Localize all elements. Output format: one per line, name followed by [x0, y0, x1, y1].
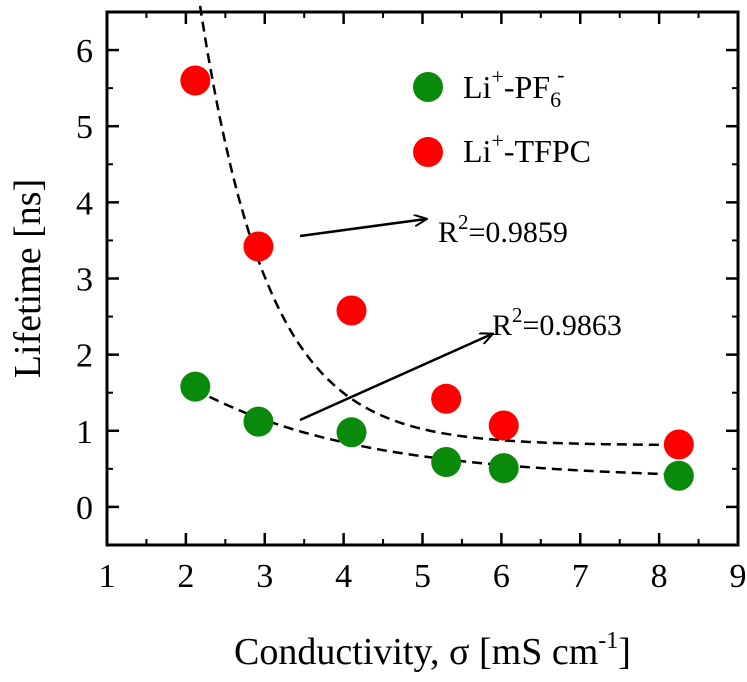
y-axis-title: Lifetime [ns] — [7, 179, 49, 378]
x-axis-title: Conductivity, σ [mS cm-1] — [234, 628, 631, 673]
data-point — [488, 453, 519, 484]
legend-subscript: 6 — [550, 87, 561, 112]
r-squared-value: =0.9859 — [469, 216, 568, 249]
x-axis-title-superscript: -1 — [598, 628, 618, 654]
x-tick-label: 1 — [99, 558, 116, 595]
annotation-arrow — [299, 219, 426, 238]
r-squared-value: =0.9863 — [523, 309, 622, 342]
legend: Li+-PF6-Li+-TFPC — [413, 62, 591, 169]
data-point — [243, 231, 274, 262]
r-squared-superscript: 2 — [458, 210, 469, 234]
r-squared-label: R2=0.9859 — [438, 210, 568, 249]
legend-text: -PF — [504, 69, 550, 105]
x-tick-label: 5 — [414, 558, 431, 595]
legend-superscript: + — [491, 64, 503, 89]
legend-text: Li — [463, 133, 492, 169]
data-point — [431, 383, 462, 414]
legend-label: Li+-TFPC — [463, 128, 591, 169]
x-tick-label: 9 — [730, 558, 747, 595]
x-axis-title-text: Conductivity, σ [mS cm — [234, 631, 598, 673]
x-tick-label: 4 — [335, 558, 352, 595]
legend-text: -TFPC — [504, 133, 591, 169]
y-tick-label: 5 — [76, 109, 93, 146]
legend-label: Li+-PF6- — [463, 62, 564, 112]
data-point — [243, 406, 274, 437]
data-point — [663, 460, 694, 491]
data-point — [180, 371, 211, 402]
y-tick-label: 6 — [76, 33, 93, 70]
y-tick-label: 4 — [76, 185, 93, 222]
legend-marker — [413, 137, 443, 167]
y-tick-label: 1 — [76, 414, 93, 451]
y-tick-label: 2 — [76, 338, 93, 375]
fit-curve — [197, 0, 679, 447]
r-squared-label: R2=0.9863 — [492, 303, 622, 342]
x-axis-title-end: ] — [618, 631, 631, 673]
y-tick-label: 0 — [76, 490, 93, 527]
r-squared-text: R — [438, 216, 458, 249]
annotation-arrow — [299, 334, 492, 422]
data-points-layer — [180, 65, 694, 491]
legend-marker — [413, 72, 443, 102]
data-point — [431, 447, 462, 478]
fit-curves-layer — [194, 0, 679, 476]
data-point — [663, 429, 694, 460]
legend-superscript: + — [491, 128, 503, 153]
data-point — [180, 65, 211, 96]
x-tick-label: 2 — [177, 558, 194, 595]
y-tick-label: 3 — [76, 262, 93, 299]
x-tick-label: 3 — [256, 558, 273, 595]
x-tick-label: 7 — [572, 558, 589, 595]
r-squared-superscript: 2 — [512, 303, 523, 327]
fit-curve — [194, 388, 679, 476]
x-tick-label: 6 — [493, 558, 510, 595]
r-squared-text: R — [492, 309, 512, 342]
data-point — [336, 417, 367, 448]
legend-text: Li — [463, 69, 492, 105]
data-point — [488, 410, 519, 441]
legend-superscript: - — [557, 62, 564, 87]
x-tick-label: 8 — [651, 558, 668, 595]
data-point — [336, 295, 367, 326]
